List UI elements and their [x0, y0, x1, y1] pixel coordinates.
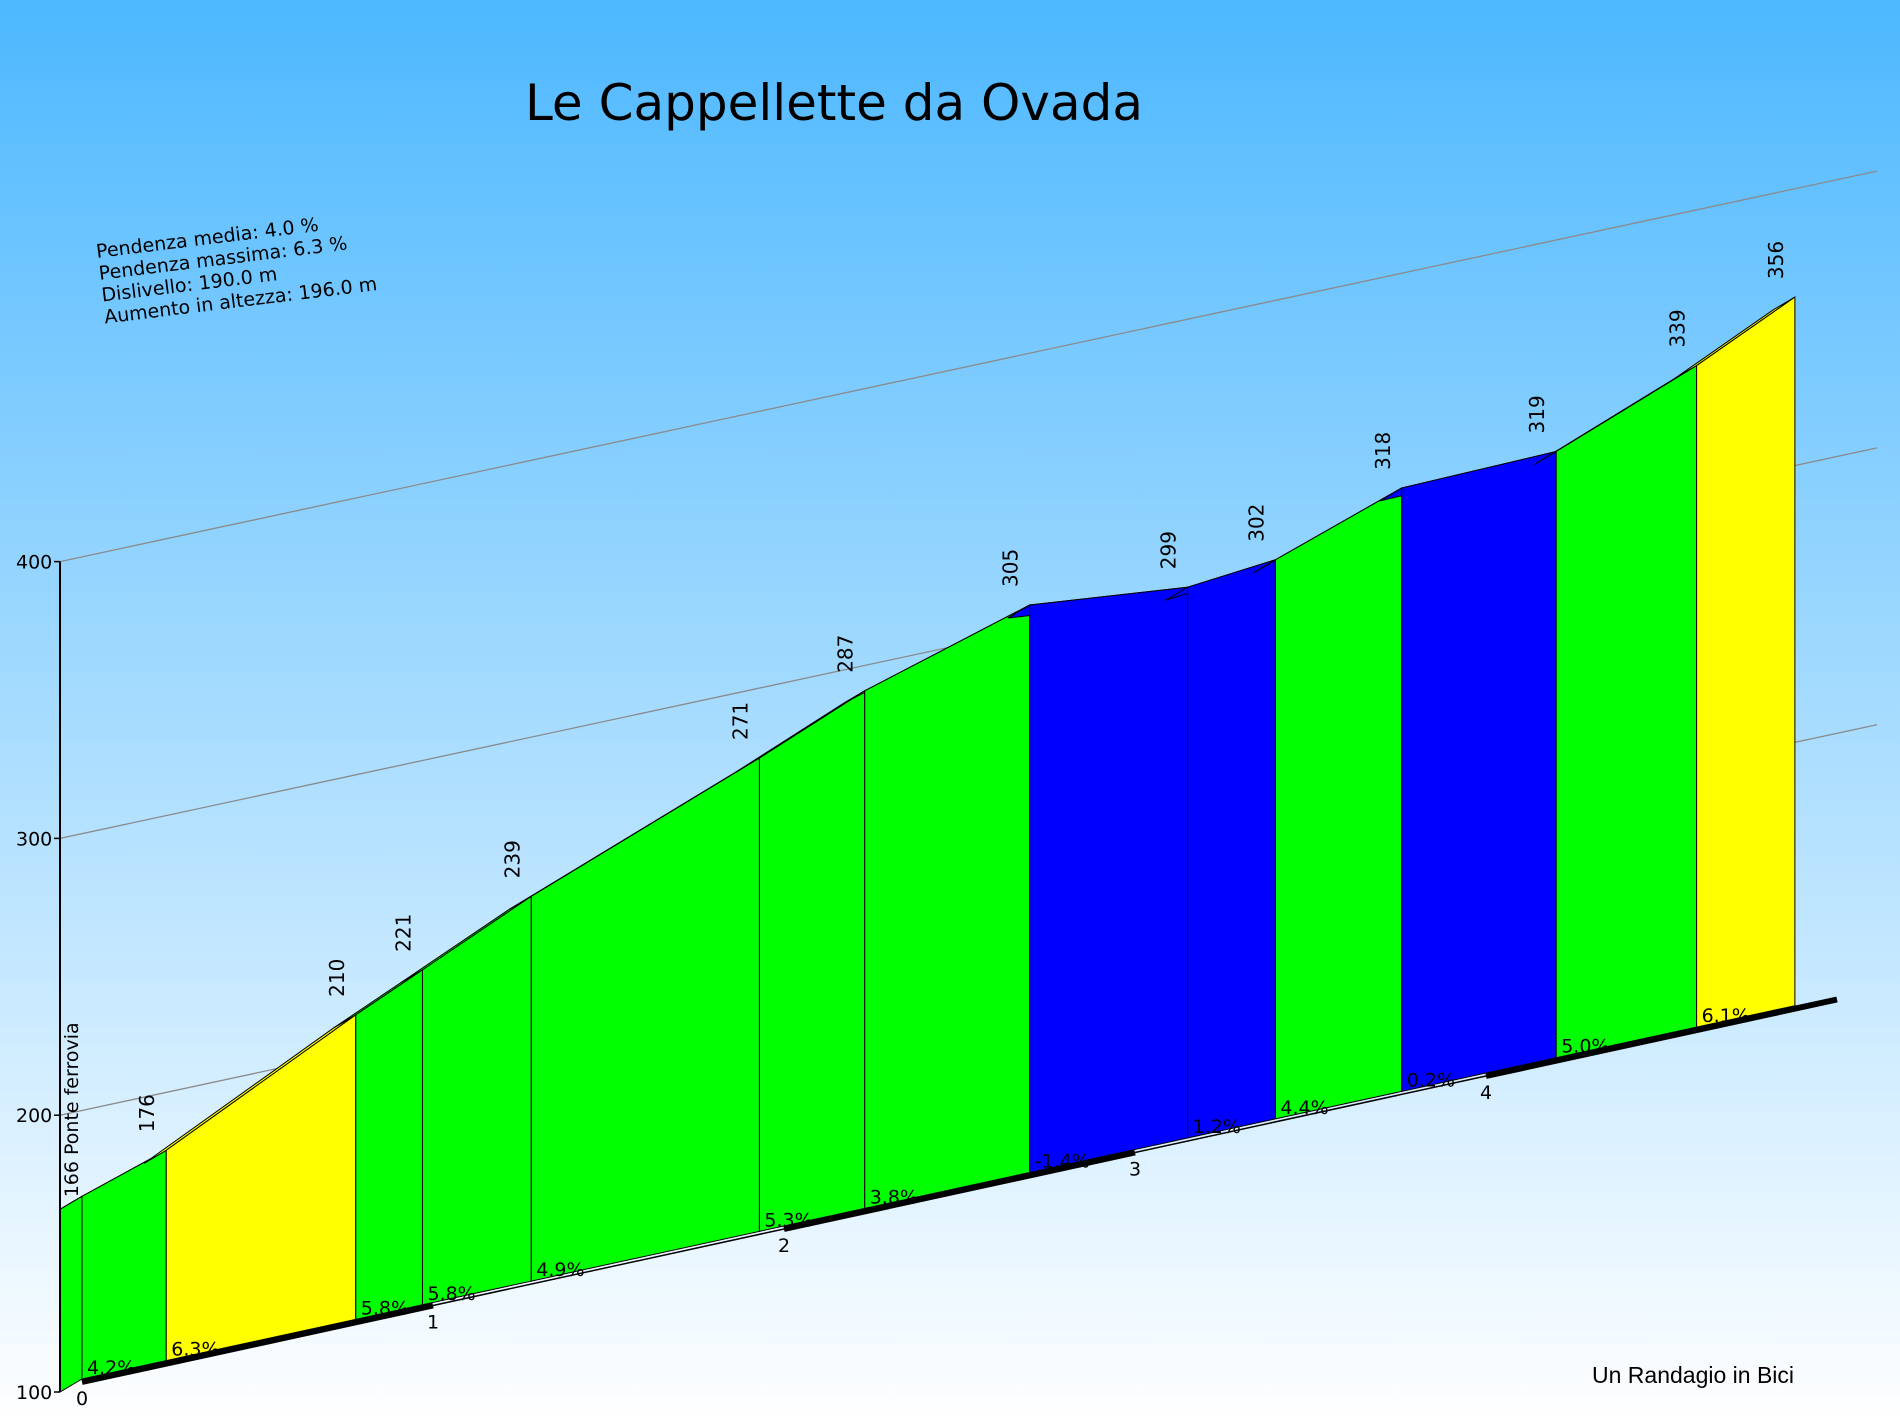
elevation-label: 339 — [1666, 309, 1690, 347]
segment-front-face — [1029, 586, 1189, 1174]
gradient-label: 1.2% — [1193, 1116, 1241, 1138]
segment-front-face — [1555, 364, 1698, 1059]
start-side-face — [59, 1195, 83, 1393]
start-location-label: 166 Ponte ferrovia — [61, 1022, 83, 1197]
y-tick-label: 100 — [16, 1382, 52, 1404]
segment-front-face — [355, 968, 423, 1320]
gradient-label: 3.8% — [870, 1186, 918, 1208]
y-tick-label: 300 — [16, 828, 52, 850]
elevation-label: 271 — [728, 702, 752, 740]
gradient-label: 0.2% — [1407, 1069, 1455, 1091]
gridline-400 — [59, 170, 1878, 563]
gradient-label: 4.4% — [1280, 1097, 1328, 1119]
labels: 100 200 300 400 4.2% 6.3% 5.8% 5.8% 4.9% 5.3% 3.8%… — [16, 241, 1788, 1410]
gradient-label: 4.9% — [536, 1259, 584, 1281]
elevation-label: 221 — [391, 914, 415, 952]
x-tick-label: 4 — [1480, 1082, 1492, 1104]
segment-front-face — [1274, 487, 1403, 1120]
x-tick-label: 0 — [76, 1388, 88, 1410]
gradient-label: 5.8% — [427, 1283, 475, 1305]
axes — [54, 560, 1838, 1393]
x-tick-label: 3 — [1129, 1159, 1141, 1181]
x-axis-band — [1134, 1075, 1487, 1154]
gradient-label: 5.3% — [764, 1209, 812, 1231]
gradient-label: 5.0% — [1561, 1036, 1609, 1058]
elevation-label: 356 — [1764, 241, 1788, 279]
x-tick-label: 1 — [427, 1312, 439, 1334]
segment-front-face — [758, 689, 866, 1232]
gradient-label: 4.2% — [87, 1357, 135, 1379]
x-axis-band — [1485, 996, 1838, 1079]
elevation-label: 305 — [999, 549, 1023, 587]
elevation-label: 319 — [1525, 395, 1549, 433]
segment-front-face — [1696, 296, 1796, 1028]
gradient-label: 5.8% — [361, 1297, 409, 1319]
elevation-label: 176 — [135, 1094, 159, 1132]
y-tick-label: 200 — [16, 1105, 52, 1127]
credit-text: Un Randagio in Bici — [1592, 1362, 1794, 1388]
segment-front-face — [864, 604, 1031, 1210]
elevation-label: 239 — [500, 840, 524, 878]
y-tick-label: 400 — [16, 552, 52, 574]
gradient-label: -1.4% — [1035, 1150, 1090, 1172]
elevation-label: 210 — [325, 959, 349, 997]
gradient-label: 6.3% — [171, 1339, 219, 1361]
x-tick-label: 2 — [778, 1235, 790, 1257]
x-axis-band — [783, 1149, 1136, 1232]
x-axis-band — [81, 1302, 434, 1385]
segment-front-face — [1401, 450, 1557, 1092]
chart-title: Le Cappellette da Ovada — [525, 74, 1143, 132]
elevation-label: 302 — [1244, 504, 1268, 542]
gradient-label: 6.1% — [1702, 1005, 1750, 1027]
profile-segments — [59, 296, 1796, 1393]
elevation-label: 287 — [834, 635, 858, 673]
elevation-label: 299 — [1157, 531, 1181, 569]
x-axis-band — [432, 1228, 785, 1307]
elevation-label: 318 — [1371, 432, 1395, 470]
segment-front-face — [1187, 559, 1276, 1139]
